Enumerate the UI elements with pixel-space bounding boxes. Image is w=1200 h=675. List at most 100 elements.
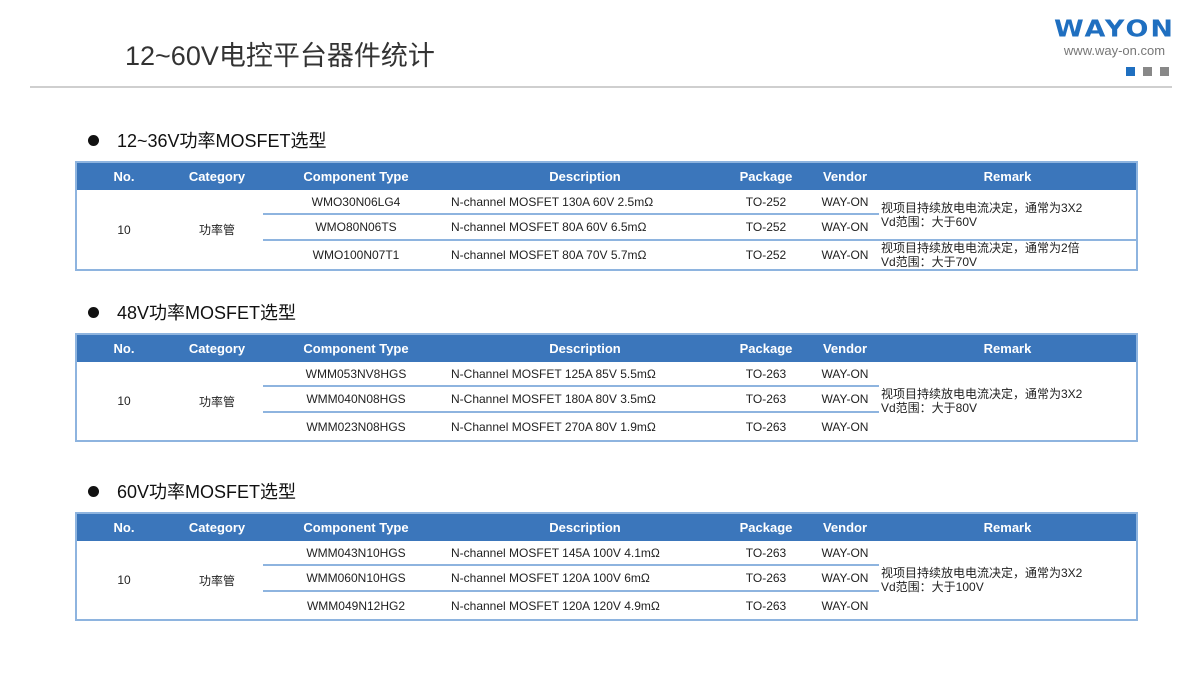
logo-wordmark: WAYON [1053,16,1176,43]
logo-square-icon [1126,67,1135,76]
vendor: WAY-ON [811,239,879,270]
description: N-channel MOSFET 120A 120V 4.9mΩ [449,590,721,620]
component-type: WMM060N10HGS [263,564,449,591]
description: N-channel MOSFET 80A 60V 6.5mΩ [449,213,721,240]
remark-line: Vd范围：大于100V [881,580,984,594]
vendor: WAY-ON [821,194,869,209]
column-header: Vendor [811,513,879,541]
remark: 视项目持续放电电流决定，通常为3X2 Vd范围：大于80V [879,362,1137,441]
component-type: WMO30N06LG4 [311,194,401,209]
remark: 视项目持续放电电流决定，通常为3X2 Vd范围：大于100V [879,541,1137,620]
section-title: 48V功率MOSFET选型 [117,303,297,323]
table-row: WMM049N12HG2 N-channel MOSFET 120A 120V 4… [76,590,1137,620]
vendor: WAY-ON [811,213,879,240]
logo-square-icon [1143,67,1152,76]
wayon-logo: WAYON www.way-on.com [1052,14,1177,58]
column-header: Package [721,334,811,362]
column-header: Package [721,162,811,190]
column-header: Component Type [263,334,449,362]
table-row: WMO80N06TS N-channel MOSFET 80A 60V 6.5mΩ… [76,213,1137,240]
column-header: Category [171,334,263,362]
row-category: 功率管 [198,394,235,409]
remark-line: 视项目持续放电电流决定，通常为3X2 [881,387,1083,401]
column-header: Remark [879,162,1137,190]
vendor: WAY-ON [821,366,869,381]
section-heading: 60V功率MOSFET选型 [88,478,296,504]
column-header: No. [76,162,171,190]
vendor: WAY-ON [811,564,879,591]
column-header: Description [449,162,721,190]
package: TO-252 [721,239,811,270]
mosfet-table: No. Category Component Type Description Pack… [75,512,1138,621]
description: N-Channel MOSFET 125A 85V 5.5mΩ [451,366,656,381]
package: TO-252 [721,213,811,240]
table-row: 10 功率管 WMM043N10HGS N-channel MOSFET 145A 1… [76,541,1137,595]
row-no: 10 [117,394,131,408]
section-title: 60V功率MOSFET选型 [117,482,297,502]
description: N-channel MOSFET 80A 70V 5.7mΩ [449,239,721,270]
package: TO-263 [721,564,811,591]
section-heading: 48V功率MOSFET选型 [88,299,296,325]
package: TO-263 [721,411,811,441]
header-divider [30,86,1172,88]
description: N-channel MOSFET 145A 100V 4.1mΩ [451,545,660,560]
column-header: Vendor [811,162,879,190]
column-header: No. [76,513,171,541]
table-row: WMM060N10HGS N-channel MOSFET 120A 100V 6… [76,564,1137,591]
column-header: Category [171,162,263,190]
column-header: Component Type [263,513,449,541]
vendor: WAY-ON [811,411,879,441]
table-row: 10 功率管 WMM053NV8HGS N-Channel MOSFET 125A 8… [76,362,1137,416]
package: TO-263 [745,366,787,381]
package: TO-252 [745,194,787,209]
row-no: 10 [117,573,131,587]
bullet-icon [88,485,99,497]
vendor: WAY-ON [811,385,879,412]
table-row: WMM023N08HGS N-Channel MOSFET 270A 80V 1.… [76,411,1137,441]
package: TO-263 [721,590,811,620]
logo-square-icon [1160,67,1169,76]
remark-line: 视项目持续放电电流决定，通常为2倍 [881,241,1080,255]
table-row: WMM040N08HGS N-Channel MOSFET 180A 80V 3.… [76,385,1137,412]
vendor: WAY-ON [821,545,869,560]
description: N-Channel MOSFET 180A 80V 3.5mΩ [449,385,721,412]
component-type: WMM053NV8HGS [305,366,407,381]
column-header: Description [449,513,721,541]
component-type: WMM023N08HGS [263,411,449,441]
component-type: WMM049N12HG2 [263,590,449,620]
description: N-channel MOSFET 120A 100V 6mΩ [449,564,721,591]
remark-line: 视项目持续放电电流决定，通常为3X2 [881,200,1083,215]
row-category: 功率管 [198,223,235,237]
bullet-icon [88,134,99,146]
description: N-channel MOSFET 130A 60V 2.5mΩ [451,194,654,209]
description: N-Channel MOSFET 270A 80V 1.9mΩ [449,411,721,441]
remark-line: Vd范围：大于80V [881,401,978,415]
column-header: Description [449,334,721,362]
mosfet-table: No. Category Component Type Description Pack… [75,333,1138,442]
mosfet-table: No. Category Component Type Description Pack… [75,161,1138,271]
remark-line: Vd范围：大于60V [881,214,978,229]
page-title: 12~60V电控平台器件统计 [125,41,435,71]
section-heading: 12~36V功率MOSFET选型 [88,127,327,153]
component-type: WMM040N08HGS [263,385,449,412]
row-no: 10 [117,222,131,237]
remark: 视项目持续放电电流决定，通常为3X2 Vd范围：大于60V [879,190,1137,240]
component-type: WMO80N06TS [263,213,449,240]
component-type: WMM043N10HGS [306,545,406,560]
remark-line: 视项目持续放电电流决定，通常为3X2 [881,566,1083,580]
component-type: WMO100N07T1 [263,239,449,270]
table-header: No. Category Component Type Description Pack… [76,162,1137,190]
logo-url: www.way-on.com [1063,43,1166,58]
remark: 视项目持续放电电流决定，通常为2倍 Vd范围：大于70V [879,239,1137,270]
vendor: WAY-ON [811,590,879,620]
package: TO-263 [745,545,787,560]
package: TO-263 [721,385,811,412]
section-title: 12~36V功率MOSFET选型 [117,131,327,151]
column-header: Remark [879,513,1137,541]
table-row: WMO100N07T1 N-channel MOSFET 80A 70V 5.7m… [76,239,1137,270]
column-header: Category [171,513,263,541]
column-header: Package [721,513,811,541]
column-header: Remark [879,334,1137,362]
table-header: No. Category Component Type Description Pack… [76,513,1137,541]
